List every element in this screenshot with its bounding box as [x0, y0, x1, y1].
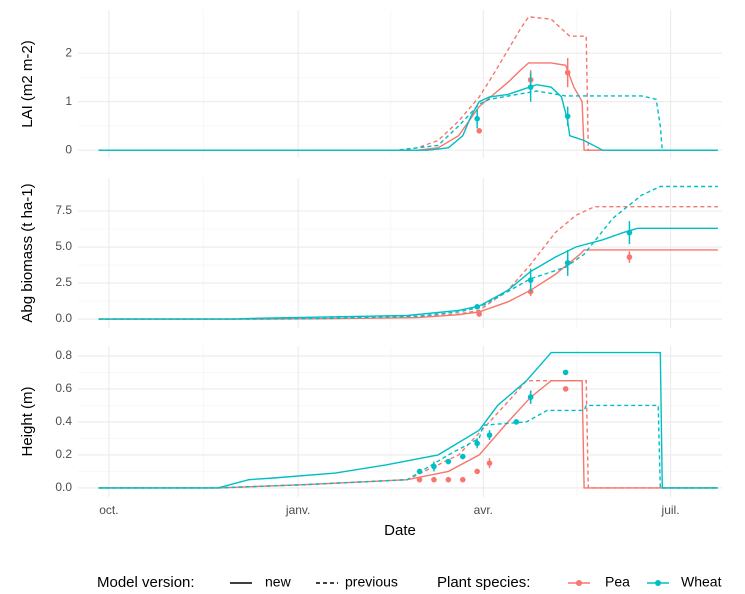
series-line: [98, 90, 718, 151]
series-line: [98, 185, 718, 320]
legend-label: Pea: [605, 574, 630, 590]
observation-point: [474, 468, 480, 475]
observation-point: [486, 432, 493, 438]
observation-point: [527, 277, 534, 283]
series-line: [98, 16, 718, 151]
series-line: [98, 227, 718, 320]
series-line: [98, 351, 718, 489]
series-line: [98, 404, 718, 489]
observation-point: [474, 440, 480, 447]
y-tick-label: 0.4: [55, 414, 72, 428]
observation-point: [431, 476, 437, 483]
x-tick-label: avr.: [474, 503, 493, 517]
observation-point: [474, 115, 480, 122]
observation-point: [445, 458, 452, 465]
series-line: [98, 249, 718, 320]
legend-key: [576, 580, 582, 586]
observation-point: [562, 369, 569, 376]
observation-point: [564, 260, 571, 266]
y-tick-label: 0.2: [55, 447, 72, 461]
series-line: [98, 380, 718, 489]
observation-point: [476, 128, 483, 134]
observation-point: [476, 311, 483, 317]
observation-point: [527, 84, 534, 90]
observation-point: [431, 463, 437, 470]
y-tick-label: 0.0: [55, 311, 72, 325]
legend-key: [655, 580, 661, 586]
observation-point: [445, 476, 452, 483]
x-axis-title: Date: [384, 522, 416, 539]
observation-point: [416, 476, 423, 483]
observation-point: [564, 113, 571, 120]
y-tick-label: 1: [65, 94, 72, 108]
legend-title: Plant species:: [437, 574, 530, 591]
observation-point: [459, 476, 466, 483]
y-tick-label: 0.0: [55, 480, 72, 494]
legend-label: new: [265, 574, 292, 590]
x-tick-label: oct.: [99, 503, 118, 517]
legend-title: Model version:: [97, 574, 195, 591]
observation-point: [474, 304, 480, 310]
observation-point: [527, 394, 534, 400]
series-line: [98, 206, 718, 320]
observation-point: [486, 460, 493, 466]
y-axis-title: LAI (m2 m-2): [19, 40, 36, 128]
y-tick-label: 0: [65, 142, 72, 156]
observation-point: [416, 468, 423, 475]
series-line: [98, 380, 718, 489]
y-tick-label: 5.0: [55, 239, 72, 253]
y-axis-title: Height (m): [19, 386, 36, 456]
series-line: [98, 83, 718, 151]
x-tick-label: janv.: [285, 503, 310, 517]
x-tick-label: juil.: [661, 503, 680, 517]
series-line: [98, 62, 718, 151]
observation-point: [562, 386, 569, 392]
y-tick-label: 7.5: [55, 203, 72, 217]
observation-point: [564, 69, 571, 76]
observation-point: [513, 419, 520, 425]
y-tick-label: 2.5: [55, 275, 72, 289]
legend-label: previous: [345, 574, 398, 590]
y-tick-label: 0.6: [55, 381, 72, 395]
y-tick-label: 2: [65, 45, 72, 59]
legend-label: Wheat: [681, 574, 722, 590]
observation-point: [527, 288, 534, 295]
observation-point: [626, 229, 633, 236]
y-axis-title: Abg biomass (t ha-1): [19, 183, 36, 322]
observation-point: [459, 453, 466, 460]
y-tick-label: 0.8: [55, 348, 72, 362]
observation-point: [626, 254, 633, 260]
